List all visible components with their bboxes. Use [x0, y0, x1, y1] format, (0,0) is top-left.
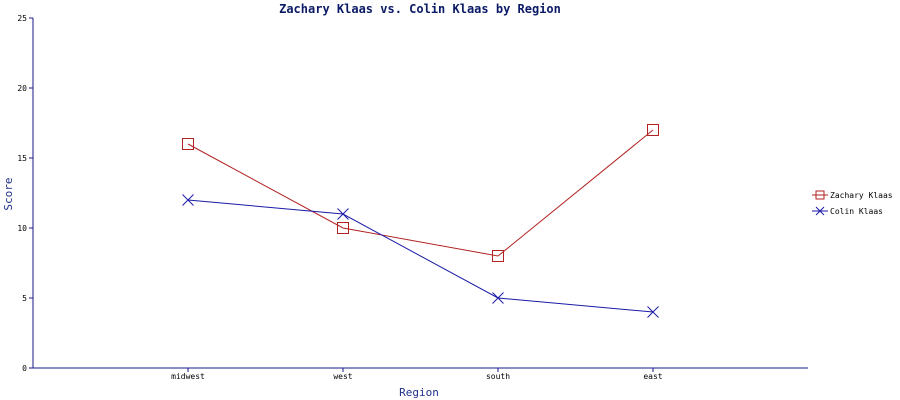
series-colin-klaas — [182, 194, 659, 318]
y-tick-label: 0 — [22, 364, 27, 373]
series-line-zachary-klaas — [187, 129, 654, 257]
data-point-zachary-klaas — [647, 124, 659, 136]
y-axis-ticks: 0 5 10 15 20 25 — [17, 14, 33, 373]
y-axis-label: Score — [2, 177, 15, 210]
x-tick-label: south — [486, 372, 510, 381]
series-layer — [182, 124, 659, 318]
x-tick-label: east — [643, 372, 662, 381]
series-line-colin-klaas — [187, 199, 654, 313]
data-point-colin-klaas — [182, 194, 194, 206]
y-tick-label: 15 — [17, 154, 27, 163]
data-point-colin-klaas — [492, 292, 504, 304]
marker-stroke — [647, 306, 659, 318]
data-point-colin-klaas — [647, 306, 659, 318]
chart-title: Zachary Klaas vs. Colin Klaas by Region — [279, 2, 561, 16]
series-zachary-klaas — [182, 124, 659, 262]
x-axis-label: Region — [399, 386, 439, 399]
data-point-zachary-klaas — [182, 138, 194, 150]
y-tick-label: 5 — [22, 294, 27, 303]
y-tick-label: 10 — [17, 224, 27, 233]
data-point-zachary-klaas — [337, 222, 349, 234]
x-tick-label: west — [333, 372, 352, 381]
marker-stroke — [492, 292, 504, 304]
legend-label: Colin Klaas — [830, 207, 883, 216]
legend-item-colin-klaas: Colin Klaas — [812, 206, 883, 216]
marker-stroke — [815, 206, 825, 216]
data-point-colin-klaas — [337, 208, 349, 220]
x-tick-label: midwest — [171, 372, 205, 381]
legend-label: Zachary Klaas — [830, 191, 893, 200]
x-axis-ticks: midwest west south east — [171, 368, 663, 381]
axes — [32, 18, 808, 369]
legend-marker — [815, 190, 825, 200]
y-tick-label: 20 — [17, 84, 27, 93]
marker-stroke — [182, 194, 194, 206]
legend-marker — [815, 206, 825, 216]
legend: Zachary Klaas Colin Klaas — [812, 190, 893, 216]
y-tick-label: 25 — [17, 14, 27, 23]
marker-stroke — [337, 208, 349, 220]
legend-item-zachary-klaas: Zachary Klaas — [812, 190, 893, 200]
data-point-zachary-klaas — [492, 250, 504, 262]
